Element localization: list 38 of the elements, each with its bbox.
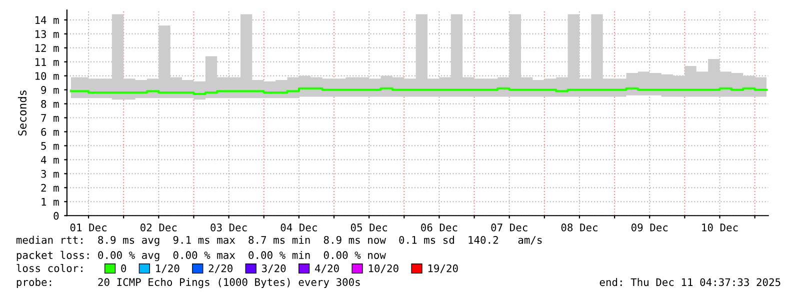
x-tick-label: 08 Dec <box>561 224 598 232</box>
y-tick-label: 11 m <box>35 58 59 66</box>
x-tick-label: 02 Dec <box>140 224 177 232</box>
y-tick-label: 0 <box>54 212 59 220</box>
legend-title: loss color: <box>16 264 82 272</box>
y-tick-label: 3 m <box>41 170 59 178</box>
y-tick-label: 2 m <box>41 184 59 192</box>
x-tick-label: 07 Dec <box>491 224 528 232</box>
x-tick-label: 09 Dec <box>631 224 668 232</box>
x-tick-label: 10 Dec <box>702 224 738 232</box>
y-tick-label: 12 m <box>35 44 59 52</box>
y-tick-label: 9 m <box>41 86 59 94</box>
legend-label: 3/20 <box>262 264 286 274</box>
y-axis-title: Seconds <box>18 90 27 136</box>
x-tick-label: 06 Dec <box>421 224 458 232</box>
legend-label: 4/20 <box>315 264 339 274</box>
y-tick-label: 8 m <box>41 100 59 108</box>
text: probe: 20 ICMP Echo Pings (1000 Bytes) every 300s <box>16 278 360 288</box>
legend-label: 0 <box>121 264 126 272</box>
x-tick-label: 03 Dec <box>210 224 247 232</box>
y-tick-label: 1 m <box>42 198 59 206</box>
text: packet loss: 0.00 % avg 0.00 % max 0.00 % min 0.00 % now <box>16 250 386 262</box>
x-tick-label: 05 Dec <box>350 224 388 232</box>
x-tick-label: 04 Dec <box>280 224 317 232</box>
legend-label: 10/20 <box>368 264 398 274</box>
y-tick-label: 5 m <box>41 142 59 150</box>
legend-label: 2/20 <box>208 264 232 274</box>
text: median rtt: 8.9 ms avg 9.1 ms max 8.7 ms min 8.9 ms now 0.1 ms sd 140.2 am/s <box>16 236 542 246</box>
y-tick-label: 13 m <box>35 30 59 38</box>
legend-label: 19/20 <box>428 264 458 274</box>
y-tick-label: 6 m <box>41 128 59 136</box>
y-tick-label: 4 m <box>41 156 59 164</box>
legend-label: 1/20 <box>156 264 180 274</box>
y-tick-label: 10 m <box>35 72 59 80</box>
y-tick-label: 14 m <box>35 16 59 24</box>
text: end: Thu Dec 11 04:37:33 2025 <box>600 278 780 286</box>
y-tick-label: 7 m <box>41 114 59 122</box>
x-tick-label: 01 Dec <box>70 224 106 232</box>
